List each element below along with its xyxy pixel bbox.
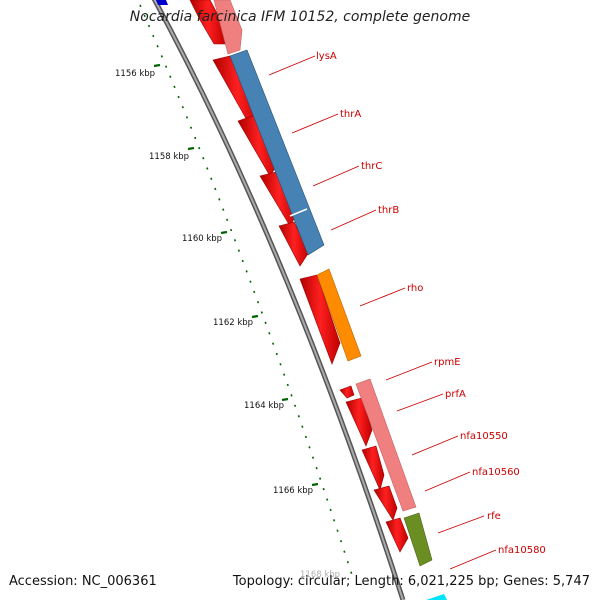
gene-label: rfe <box>487 511 501 522</box>
label-leaders <box>268 55 497 570</box>
gene-label: nfa10560 <box>472 467 520 478</box>
ruler-label: 1158 kbp <box>149 152 189 162</box>
gene-labels: lysA thrA thrC thrB rho rpmE prfA nfa105… <box>316 51 546 556</box>
gene-label: thrA <box>340 109 361 120</box>
cog-feature-pink-top <box>213 0 243 55</box>
gene-arrow <box>373 485 398 521</box>
ruler-label: 1166 kbp <box>273 486 313 496</box>
gene-label: rho <box>407 283 423 294</box>
gene-label: prfA <box>445 389 466 400</box>
partial-feature-top <box>156 0 168 5</box>
ruler-ticks <box>139 4 353 576</box>
accession-text: Accession: NC_006361 <box>9 574 157 589</box>
forward-genes <box>189 0 409 553</box>
gene-label: nfa10580 <box>498 545 546 556</box>
ruler-major-ticks <box>153 63 319 487</box>
gene-label: lysA <box>316 51 337 62</box>
cog-feature-orange <box>316 268 362 362</box>
cog-feature-olive <box>403 512 433 567</box>
cog-feature-pink <box>355 378 417 512</box>
gene-arrow <box>361 445 385 491</box>
ruler-label: 1160 kbp <box>182 234 222 244</box>
partial-feature-cyan <box>426 594 447 600</box>
gene-arrow <box>299 274 341 365</box>
gene-label: thrC <box>361 161 382 172</box>
cog-feature-blue <box>229 49 325 256</box>
genome-backbone-highlight <box>153 0 404 600</box>
gene-label: rpmE <box>434 357 461 368</box>
genome-backbone <box>151 0 406 600</box>
gene-label: nfa10550 <box>460 431 508 442</box>
ruler-label: 1164 kbp <box>244 401 284 411</box>
map-title: Nocardia farcinica IFM 10152, complete g… <box>129 9 471 25</box>
cog-divider <box>289 208 308 217</box>
genome-summary: Topology: circular; Length: 6,021,225 bp… <box>232 574 590 589</box>
gene-arrow <box>339 385 355 399</box>
ruler-label: 1156 kbp <box>115 69 155 79</box>
ruler-labels: 1156 kbp 1158 kbp 1160 kbp 1162 kbp 1164… <box>115 69 340 580</box>
ruler-label: 1162 kbp <box>213 318 253 328</box>
gene-label: thrB <box>378 205 399 216</box>
ruler-label: 1168 kbp <box>300 570 340 580</box>
gene-arrow <box>385 517 409 553</box>
